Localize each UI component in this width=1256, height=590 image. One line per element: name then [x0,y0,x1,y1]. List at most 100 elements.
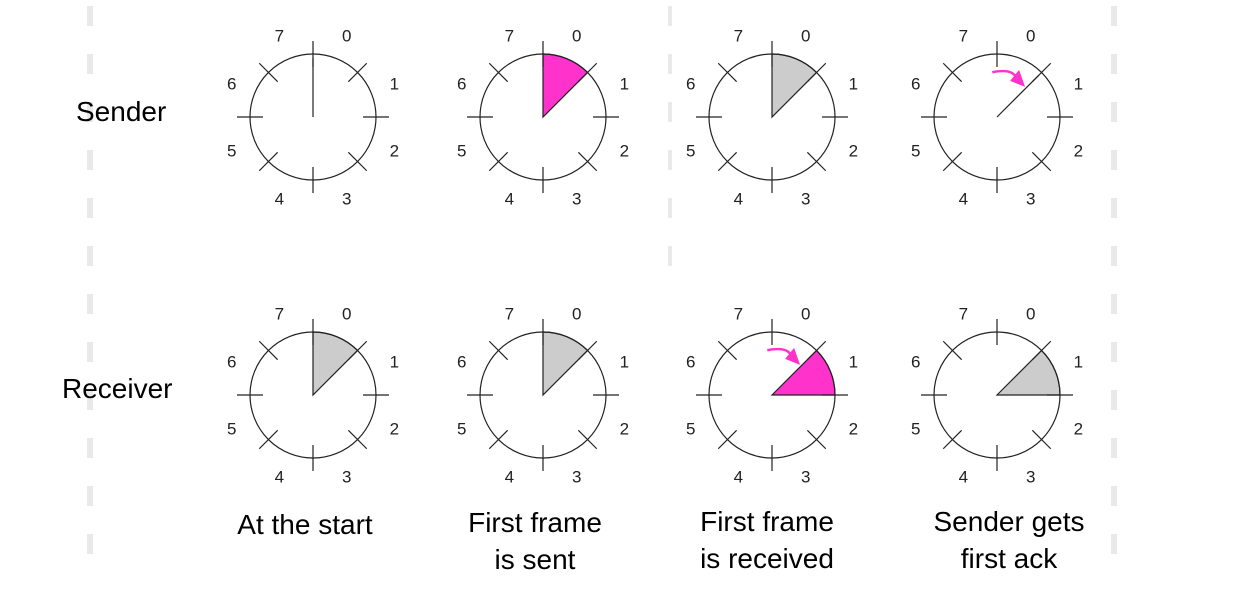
sequence-number-label: 7 [275,27,284,46]
sequence-number-label: 3 [342,189,351,208]
divider-dash [87,534,93,554]
divider-dash [87,6,93,26]
sequence-number-label: 5 [686,420,695,439]
sequence-number-label: 2 [849,142,858,161]
caption-line: is sent [494,544,576,575]
arrow-head [1010,69,1026,87]
caption-line: At the start [237,509,373,540]
sender-dial-3: 0 1 2 3 4 5 6 7 [686,27,858,209]
divider-dash [87,150,93,170]
divider-dash [87,438,93,458]
tick-mark [717,340,738,361]
sequence-number-label: 7 [734,27,743,46]
sequence-number-label: 0 [801,27,810,46]
sequence-number-label: 7 [959,27,968,46]
window-sector [312,331,359,397]
divider-dash [668,54,672,74]
divider-dash [1111,486,1117,506]
sequence-number-label: 2 [390,142,399,161]
sequence-number-label: 1 [620,352,629,371]
sender-dial-2: 0 1 2 3 4 5 6 7 [457,27,629,209]
sequence-number-label: 1 [849,352,858,371]
sequence-number-label: 7 [505,305,514,324]
sequence-number-label: 0 [342,305,351,324]
sequence-number-label: 7 [734,305,743,324]
divider-dash [87,486,93,506]
tick-mark [942,62,963,83]
sequence-number-label: 1 [390,352,399,371]
receiver-dial-3: 0 1 2 3 4 5 6 7 [686,305,858,487]
divider-dash [87,198,93,218]
caption-first-frame-received: First frame is received [662,503,872,577]
divider-dash [87,390,93,410]
sequence-number-label: 1 [849,74,858,93]
sequence-number-label: 2 [1074,420,1083,439]
caption-line: is received [700,543,834,574]
sequence-number-label: 6 [457,352,466,371]
window-sector [542,331,589,397]
caption-line: Sender gets [933,506,1085,537]
sequence-number-label: 0 [572,305,581,324]
tick-mark [258,62,279,83]
sequence-number-label: 0 [1026,27,1035,46]
caption-line: first ack [960,543,1058,574]
arrow-head [785,347,801,365]
sequence-number-label: 1 [620,74,629,93]
sequence-number-label: 3 [572,189,581,208]
caption-sender-gets-first-ack: Sender gets first ack [904,503,1114,577]
sequence-number-label: 5 [911,142,920,161]
row-label-sender: Sender [76,96,167,127]
sequence-number-label: 7 [275,305,284,324]
tick-mark [577,62,598,83]
advance-arrow [992,69,1018,79]
divider-dash [87,246,93,266]
divider-dash [668,6,672,26]
tick-mark [488,151,509,172]
receiver-dial-4: 0 1 2 3 4 5 6 7 [911,305,1083,487]
divider-dash [1111,534,1117,554]
tick-mark [806,62,827,83]
divider-dash [668,246,672,266]
sequence-number-label: 4 [505,189,514,208]
tick-mark [806,340,827,361]
sequence-number-label: 0 [342,27,351,46]
sequence-number-label: 5 [457,142,466,161]
divider-dash [668,198,672,218]
sequence-number-label: 6 [227,74,236,93]
divider-dash [1111,390,1117,410]
tick-mark [347,62,368,83]
divider-dash [668,150,672,170]
tick-mark [1031,151,1052,172]
sequence-number-label: 0 [801,305,810,324]
divider-dash [1111,342,1117,362]
divider-dash [1111,102,1117,122]
sequence-number-label: 2 [620,142,629,161]
sequence-number-label: 2 [849,420,858,439]
tick-mark [347,429,368,450]
caption-line: First frame [468,507,602,538]
tick-mark [577,429,598,450]
active-window-sector [542,53,589,119]
sequence-number-label: 7 [505,27,514,46]
sequence-number-label: 2 [620,420,629,439]
tick-mark [942,151,963,172]
tick-mark [488,429,509,450]
divider-dash [1111,438,1117,458]
sequence-number-label: 6 [911,74,920,93]
sequence-number-label: 3 [572,467,581,486]
tick-mark [942,340,963,361]
sequence-number-label: 6 [911,352,920,371]
tick-mark [717,62,738,83]
tick-mark [577,340,598,361]
sequence-number-label: 0 [572,27,581,46]
tick-mark [258,429,279,450]
sequence-number-label: 3 [1026,189,1035,208]
sequence-number-label: 3 [801,189,810,208]
sequence-number-label: 4 [959,467,968,486]
window-sector [771,53,818,119]
sender-dial-1: 0 1 2 3 4 5 6 7 [227,27,399,209]
receiver-dial-2: 0 1 2 3 4 5 6 7 [457,305,629,487]
divider-dash [87,54,93,74]
sequence-number-label: 4 [275,467,284,486]
